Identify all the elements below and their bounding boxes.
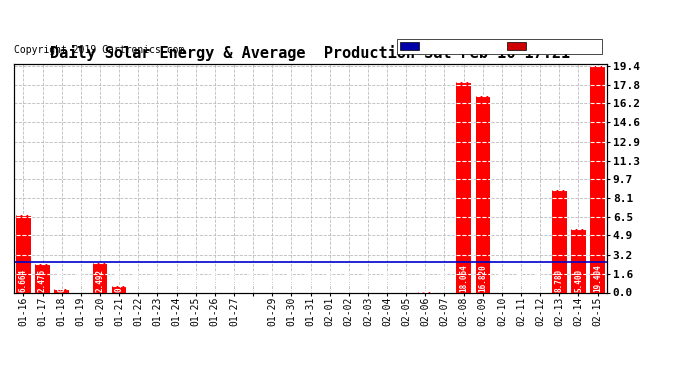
Text: 8.780: 8.780 — [555, 268, 564, 292]
Bar — [16, 215, 30, 292]
Text: 0.000: 0.000 — [134, 268, 143, 292]
Text: 18.064: 18.064 — [459, 264, 468, 292]
Text: 0.000: 0.000 — [497, 268, 506, 292]
Text: 2.476: 2.476 — [38, 268, 47, 292]
Text: 0.060: 0.060 — [421, 268, 430, 292]
Text: 0.000: 0.000 — [382, 268, 391, 292]
Text: 0.000: 0.000 — [77, 268, 86, 292]
Bar — [552, 190, 566, 292]
Text: 0.000: 0.000 — [440, 268, 449, 292]
Text: 0.000: 0.000 — [268, 268, 277, 292]
Text: 16.820: 16.820 — [478, 264, 487, 292]
Text: 5.400: 5.400 — [574, 268, 583, 292]
Text: Copyright 2019 Cartronics.com: Copyright 2019 Cartronics.com — [14, 45, 184, 55]
Text: 0.000: 0.000 — [325, 268, 334, 292]
Text: 0.000: 0.000 — [172, 268, 181, 292]
Text: 0.000: 0.000 — [287, 268, 296, 292]
Text: 6.664: 6.664 — [19, 268, 28, 292]
Text: 0.000: 0.000 — [517, 268, 526, 292]
Legend: Average  (kWh), Daily  (kWh): Average (kWh), Daily (kWh) — [397, 39, 602, 54]
Bar — [112, 286, 126, 292]
Text: 0.000: 0.000 — [210, 268, 219, 292]
Text: 0.000: 0.000 — [344, 268, 353, 292]
Bar — [55, 289, 69, 292]
Bar — [457, 82, 471, 292]
Text: 19.404: 19.404 — [593, 264, 602, 292]
Bar — [571, 230, 586, 292]
Title: Daily Solar Energy & Average  Production Sat Feb 16 17:21: Daily Solar Energy & Average Production … — [50, 45, 571, 61]
Text: 0.000: 0.000 — [364, 268, 373, 292]
Text: 0.580: 0.580 — [115, 268, 124, 292]
Text: 0.000: 0.000 — [402, 268, 411, 292]
Text: 2.492: 2.492 — [95, 268, 104, 292]
Text: 0.328: 0.328 — [57, 268, 66, 292]
Text: 0.000: 0.000 — [230, 268, 239, 292]
Bar — [92, 263, 107, 292]
Text: 0.000: 0.000 — [153, 268, 162, 292]
Text: 0.000: 0.000 — [535, 268, 544, 292]
Bar — [591, 66, 605, 292]
Text: 0.000: 0.000 — [248, 268, 257, 292]
Bar — [475, 96, 490, 292]
Bar — [35, 264, 50, 292]
Text: 0.000: 0.000 — [191, 268, 200, 292]
Text: 0.000: 0.000 — [306, 268, 315, 292]
